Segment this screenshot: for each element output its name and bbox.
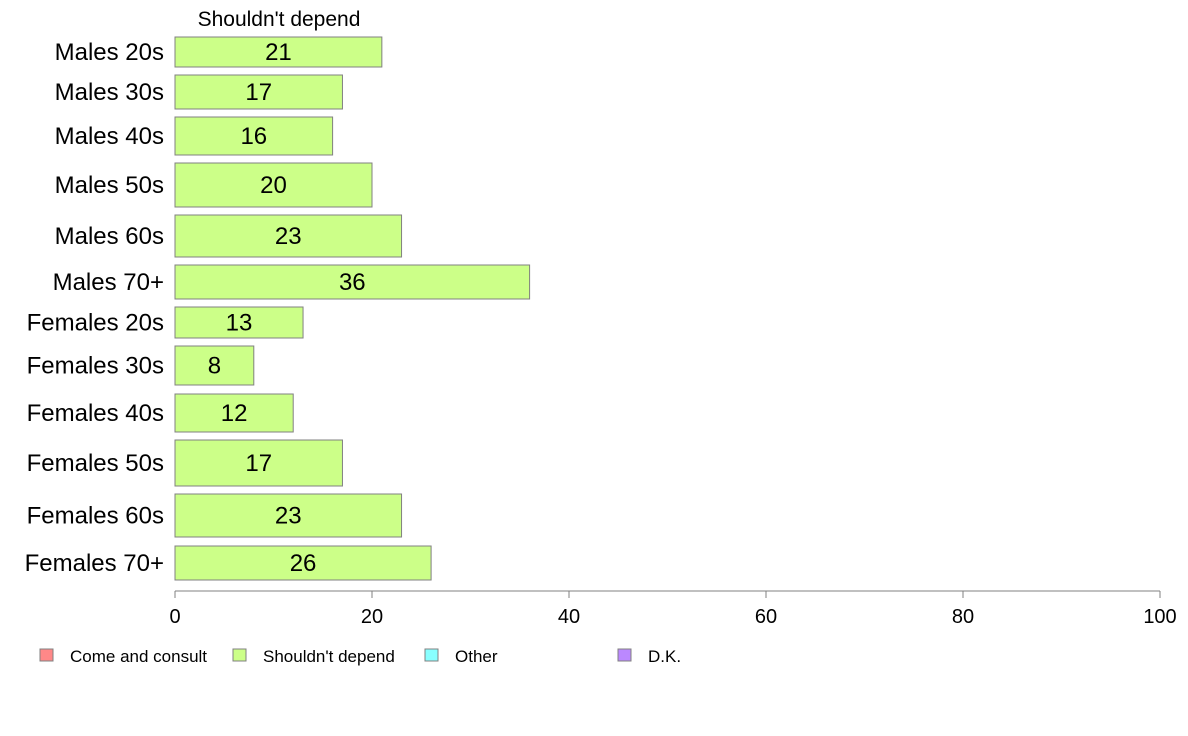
x-tick-label: 80 [952,606,974,628]
bar-value-label: 12 [221,400,248,427]
bar-value-label: 36 [339,269,366,296]
bar [174,439,343,487]
legend-swatch [424,648,439,662]
bar-value-label: 23 [275,223,302,250]
bar [174,545,432,581]
bar-value-label: 23 [275,503,302,530]
category-label: Females 20s [27,310,164,337]
legend-swatch [39,648,54,662]
bar [174,345,255,386]
bar-value-label: 26 [290,550,317,577]
x-tick-label: 40 [558,606,580,628]
legend-swatch [617,648,632,662]
category-label: Males 20s [55,39,164,66]
bar [174,36,383,68]
x-tick-label: 0 [169,606,180,628]
bar-value-label: 20 [260,172,287,199]
bar-value-label: 21 [265,39,292,66]
bar [174,493,403,538]
bar-value-label: 17 [245,450,272,477]
category-label: Females 60s [27,503,164,530]
category-label: Males 30s [55,79,164,106]
bar [174,264,531,300]
bar-value-label: 16 [240,123,267,150]
x-tick-label: 20 [361,606,383,628]
bar [174,162,373,208]
category-label: Females 30s [27,353,164,380]
bar-value-label: 8 [208,353,221,380]
bar-value-label: 17 [245,79,272,106]
category-label: Males 70+ [53,269,164,296]
legend-label: Other [455,647,498,666]
category-label: Males 50s [55,172,164,199]
x-tick-label: 60 [755,606,777,628]
bars-group: 21 Males 20s 17 Males 30s 16 Males 40s 20 Males… [25,36,531,581]
legend-swatch [232,648,247,662]
x-axis: 0 20 40 60 80 100 [169,590,1177,628]
bar-value-label: 13 [226,310,253,337]
x-tick-label: 100 [1143,606,1176,628]
legend-label: Come and consult [70,647,207,666]
bar [174,74,343,110]
category-label: Females 40s [27,400,164,427]
bar [174,393,294,433]
chart-title: Shouldn't depend [198,8,361,31]
legend: Come and consult Shouldn't depend Other D.K… [39,647,681,666]
bar [174,214,403,258]
legend-label: Shouldn't depend [263,647,395,666]
bar [174,306,304,339]
category-label: Females 50s [27,450,164,477]
bar [174,116,334,156]
category-label: Females 70+ [25,550,164,577]
category-label: Males 60s [55,223,164,250]
legend-label: D.K. [648,647,681,666]
category-label: Males 40s [55,123,164,150]
